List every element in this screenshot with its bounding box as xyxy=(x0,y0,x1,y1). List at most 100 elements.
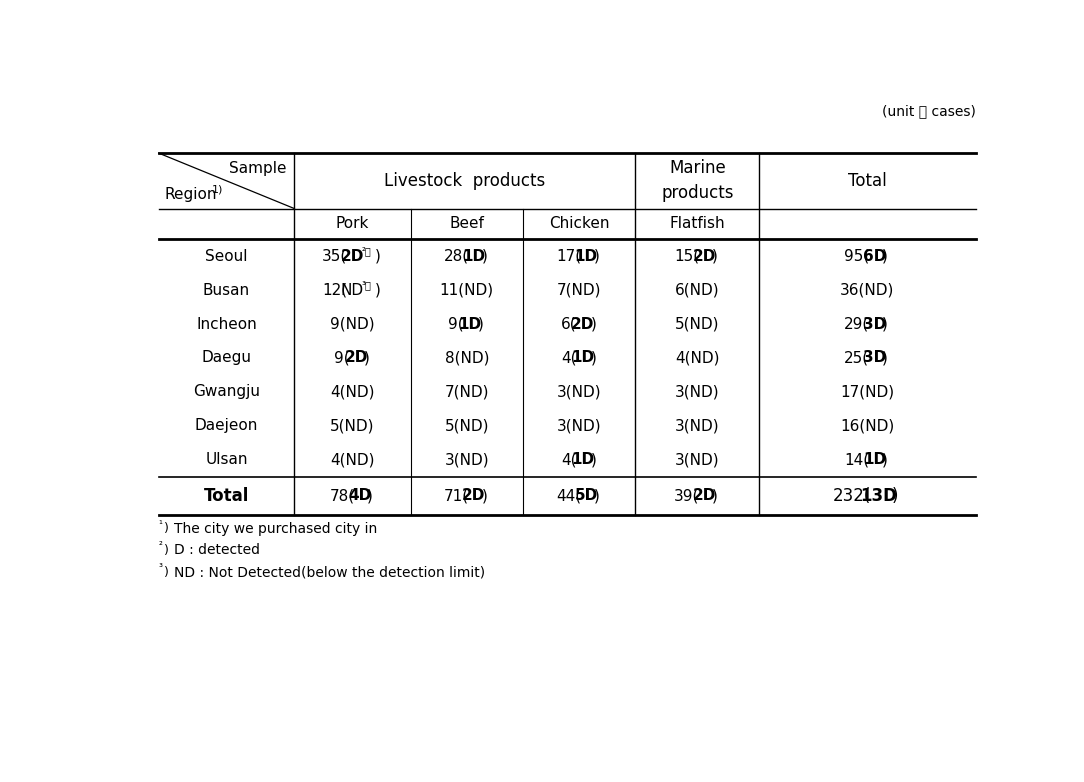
Text: ²⧠: ²⧠ xyxy=(362,246,372,256)
Text: 3(ND): 3(ND) xyxy=(444,452,489,467)
Text: Gwangju: Gwangju xyxy=(193,384,260,400)
Text: 1D: 1D xyxy=(459,317,482,332)
Text: ): ) xyxy=(164,565,169,579)
Text: Region: Region xyxy=(165,188,218,203)
Text: ): ) xyxy=(481,488,488,504)
Text: Total: Total xyxy=(204,486,249,504)
Text: 15(: 15( xyxy=(674,249,699,264)
Text: ): ) xyxy=(367,488,373,504)
Text: 2D: 2D xyxy=(462,488,486,504)
Text: The city we purchased city in: The city we purchased city in xyxy=(175,522,377,536)
Text: 9(ND): 9(ND) xyxy=(331,317,375,332)
Text: D : detected: D : detected xyxy=(175,543,260,558)
Text: 5(ND): 5(ND) xyxy=(444,418,489,433)
Text: 17(: 17( xyxy=(556,249,581,264)
Text: ): ) xyxy=(591,317,596,332)
Text: Chicken: Chicken xyxy=(549,217,609,231)
Text: ³: ³ xyxy=(158,563,163,572)
Text: 8(ND): 8(ND) xyxy=(444,350,489,365)
Text: 5(ND): 5(ND) xyxy=(675,317,720,332)
Text: ND : Not Detected(below the detection limit): ND : Not Detected(below the detection li… xyxy=(175,565,486,579)
Text: ): ) xyxy=(364,350,370,365)
Text: 2D: 2D xyxy=(345,350,367,365)
Text: 6(ND): 6(ND) xyxy=(675,282,720,298)
Text: ND: ND xyxy=(341,282,364,298)
Text: Flatfish: Flatfish xyxy=(670,217,725,231)
Text: ): ) xyxy=(594,249,599,264)
Text: ): ) xyxy=(594,488,599,504)
Text: ): ) xyxy=(882,249,888,264)
Text: 71(: 71( xyxy=(443,488,468,504)
Text: ): ) xyxy=(882,317,888,332)
Text: 1D: 1D xyxy=(863,452,886,467)
Text: 2D: 2D xyxy=(571,317,594,332)
Text: 9(: 9( xyxy=(449,317,464,332)
Text: 28(: 28( xyxy=(443,249,468,264)
Text: 9(: 9( xyxy=(334,350,350,365)
Text: Incheon: Incheon xyxy=(196,317,257,332)
Text: 1D: 1D xyxy=(571,350,594,365)
Text: 5D: 5D xyxy=(575,488,598,504)
Text: 6(: 6( xyxy=(560,317,577,332)
Text: Daegu: Daegu xyxy=(202,350,251,365)
Text: Seoul: Seoul xyxy=(205,249,248,264)
Text: 7(ND): 7(ND) xyxy=(557,282,602,298)
Text: 4(ND): 4(ND) xyxy=(331,452,375,467)
Text: 7(ND): 7(ND) xyxy=(444,384,489,400)
Text: 3(ND): 3(ND) xyxy=(675,384,720,400)
Text: ): ) xyxy=(712,488,718,504)
Text: Total: Total xyxy=(848,172,887,190)
Text: 12(: 12( xyxy=(322,282,347,298)
Text: ): ) xyxy=(164,544,169,557)
Text: 3D: 3D xyxy=(863,350,887,365)
Text: ): ) xyxy=(591,350,596,365)
Text: 232(: 232( xyxy=(833,486,872,504)
Text: ²: ² xyxy=(158,541,163,551)
Text: 11(ND): 11(ND) xyxy=(440,282,494,298)
Text: 3(ND): 3(ND) xyxy=(675,452,720,467)
Text: ³⧠: ³⧠ xyxy=(362,280,372,290)
Text: ): ) xyxy=(891,486,898,504)
Text: 16(ND): 16(ND) xyxy=(840,418,894,433)
Text: 39(: 39( xyxy=(674,488,699,504)
Text: (unit ： cases): (unit ： cases) xyxy=(881,105,976,119)
Text: 2D: 2D xyxy=(693,488,717,504)
Text: 4(: 4( xyxy=(560,350,577,365)
Text: ): ) xyxy=(712,249,718,264)
Text: Marine
products: Marine products xyxy=(661,160,734,203)
Text: Livestock  products: Livestock products xyxy=(384,172,545,190)
Text: 3(ND): 3(ND) xyxy=(557,418,602,433)
Text: 2D: 2D xyxy=(340,249,364,264)
Text: Sample: Sample xyxy=(229,161,286,176)
Text: ): ) xyxy=(478,317,483,332)
Text: 2D: 2D xyxy=(693,249,717,264)
Text: ): ) xyxy=(374,282,380,298)
Text: 29(: 29( xyxy=(844,317,869,332)
Text: 4(ND): 4(ND) xyxy=(675,350,720,365)
Text: 17(ND): 17(ND) xyxy=(840,384,894,400)
Text: ): ) xyxy=(882,452,888,467)
Text: Ulsan: Ulsan xyxy=(205,452,248,467)
Text: ): ) xyxy=(164,522,169,536)
Text: 44(: 44( xyxy=(556,488,581,504)
Text: 4D: 4D xyxy=(348,488,371,504)
Text: 3(ND): 3(ND) xyxy=(557,384,602,400)
Text: 6D: 6D xyxy=(863,249,887,264)
Text: 1): 1) xyxy=(211,185,223,195)
Text: 1D: 1D xyxy=(575,249,598,264)
Text: 4(ND): 4(ND) xyxy=(331,384,375,400)
Text: 13D: 13D xyxy=(861,486,898,504)
Text: 25(: 25( xyxy=(844,350,869,365)
Text: 14(: 14( xyxy=(844,452,869,467)
Text: 3D: 3D xyxy=(863,317,887,332)
Text: ): ) xyxy=(374,249,380,264)
Text: ): ) xyxy=(882,350,888,365)
Text: 35(: 35( xyxy=(322,249,347,264)
Text: Beef: Beef xyxy=(450,217,485,231)
Text: 4(: 4( xyxy=(560,452,577,467)
Text: 3(ND): 3(ND) xyxy=(675,418,720,433)
Text: ¹: ¹ xyxy=(158,520,163,529)
Text: 78(: 78( xyxy=(330,488,354,504)
Text: Busan: Busan xyxy=(203,282,250,298)
Text: 95(: 95( xyxy=(844,249,869,264)
